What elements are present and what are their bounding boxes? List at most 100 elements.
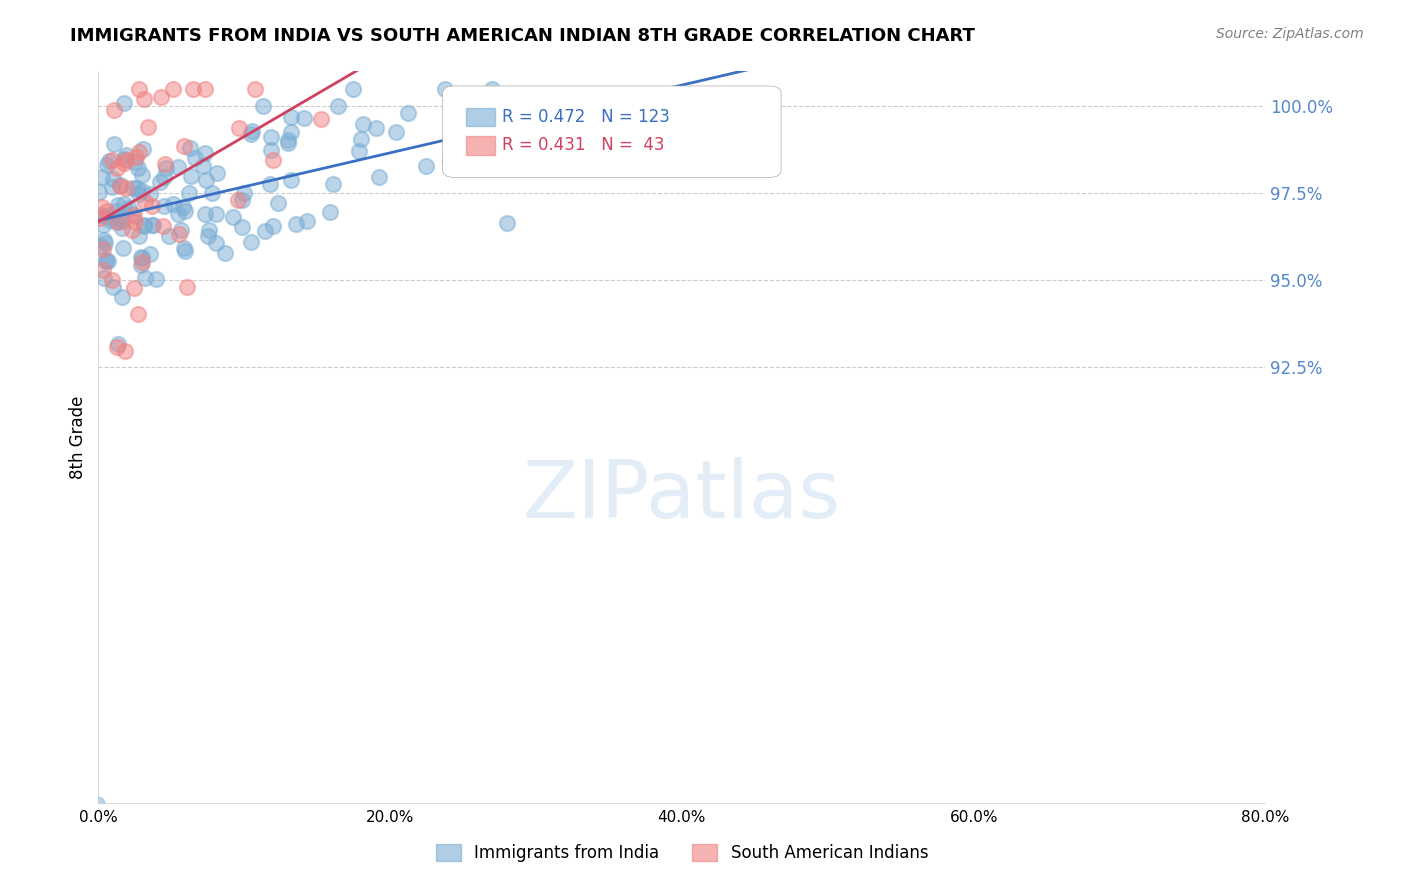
Immigrants from India [342, 82, 364, 96]
Immigrants from India [593, 156, 616, 170]
Immigrants from India [396, 106, 419, 120]
Immigrants from India [107, 198, 129, 212]
Immigrants from India [98, 153, 121, 168]
South American Indians [134, 194, 156, 209]
Immigrants from India [173, 241, 195, 255]
South American Indians [132, 92, 155, 106]
Immigrants from India [91, 218, 114, 232]
Immigrants from India [295, 213, 318, 227]
Immigrants from India [259, 143, 281, 157]
Immigrants from India [322, 178, 344, 192]
Bar [465, 136, 495, 154]
Immigrants from India [233, 186, 256, 201]
Immigrants from India [198, 223, 221, 237]
Immigrants from India [100, 212, 122, 227]
South American Indians [114, 153, 136, 167]
Immigrants from India [155, 161, 177, 175]
South American Indians [262, 153, 284, 167]
Immigrants from India [284, 217, 307, 231]
South American Indians [122, 208, 145, 222]
South American Indians [162, 82, 184, 96]
Legend: Immigrants from India, South American Indians: Immigrants from India, South American In… [429, 837, 935, 869]
Immigrants from India [97, 254, 120, 268]
Immigrants from India [141, 219, 163, 233]
Immigrants from India [90, 209, 112, 223]
Immigrants from India [87, 185, 110, 199]
Immigrants from India [129, 250, 152, 264]
South American Indians [127, 307, 149, 321]
Immigrants from India [352, 117, 374, 131]
South American Indians [128, 145, 150, 159]
Immigrants from India [439, 153, 461, 168]
Immigrants from India [111, 220, 134, 235]
Immigrants from India [222, 210, 245, 224]
Bar [465, 108, 495, 126]
Immigrants from India [134, 218, 156, 232]
Immigrants from India [104, 214, 127, 228]
Text: Source: ZipAtlas.com: Source: ZipAtlas.com [1216, 27, 1364, 41]
Immigrants from India [183, 152, 205, 166]
Immigrants from India [280, 125, 302, 139]
Immigrants from India [107, 336, 129, 351]
Immigrants from India [134, 271, 156, 285]
Immigrants from India [239, 235, 262, 250]
Immigrants from India [194, 145, 217, 160]
Immigrants from India [112, 152, 135, 166]
Immigrants from India [197, 229, 219, 244]
Immigrants from India [262, 219, 284, 233]
Immigrants from India [204, 235, 226, 250]
Immigrants from India [145, 272, 167, 286]
Immigrants from India [385, 125, 408, 139]
South American Indians [112, 156, 135, 170]
South American Indians [101, 153, 124, 167]
South American Indians [103, 103, 125, 117]
South American Indians [91, 242, 114, 256]
South American Indians [194, 82, 217, 96]
Text: R = 0.431   N =  43: R = 0.431 N = 43 [502, 136, 665, 154]
Immigrants from India [167, 160, 190, 174]
Text: ZIPatlas: ZIPatlas [523, 457, 841, 534]
FancyBboxPatch shape [443, 86, 782, 178]
Immigrants from India [252, 99, 274, 113]
Text: R = 0.472   N = 123: R = 0.472 N = 123 [502, 108, 671, 126]
Immigrants from India [90, 239, 112, 253]
Immigrants from India [194, 173, 217, 187]
Immigrants from India [139, 247, 162, 261]
South American Indians [153, 157, 176, 171]
Immigrants from India [103, 136, 125, 151]
South American Indians [228, 193, 250, 207]
Immigrants from India [366, 121, 388, 136]
Immigrants from India [131, 252, 153, 266]
Immigrants from India [179, 141, 201, 155]
Immigrants from India [194, 207, 217, 221]
Immigrants from India [112, 197, 135, 211]
Immigrants from India [121, 207, 143, 221]
Immigrants from India [280, 173, 302, 187]
Immigrants from India [240, 124, 263, 138]
Immigrants from India [152, 169, 174, 184]
Immigrants from India [326, 99, 349, 113]
Immigrants from India [118, 201, 141, 215]
Text: IMMIGRANTS FROM INDIA VS SOUTH AMERICAN INDIAN 8TH GRADE CORRELATION CHART: IMMIGRANTS FROM INDIA VS SOUTH AMERICAN … [70, 27, 976, 45]
Immigrants from India [180, 169, 202, 183]
Immigrants from India [108, 211, 131, 226]
Immigrants from India [162, 197, 184, 211]
Immigrants from India [177, 186, 200, 200]
Immigrants from India [111, 241, 134, 255]
South American Indians [136, 120, 159, 134]
Immigrants from India [260, 130, 283, 145]
Immigrants from India [191, 159, 214, 173]
Immigrants from India [127, 161, 149, 175]
Immigrants from India [110, 178, 132, 193]
Immigrants from India [112, 95, 135, 110]
Immigrants from India [159, 228, 181, 243]
Immigrants from India [94, 235, 117, 250]
South American Indians [89, 211, 111, 225]
Immigrants from India [124, 155, 146, 169]
Immigrants from India [350, 132, 373, 146]
Immigrants from India [201, 186, 224, 200]
Immigrants from India [214, 245, 236, 260]
Immigrants from India [173, 204, 195, 219]
Immigrants from India [93, 233, 115, 247]
Immigrants from India [96, 209, 118, 223]
